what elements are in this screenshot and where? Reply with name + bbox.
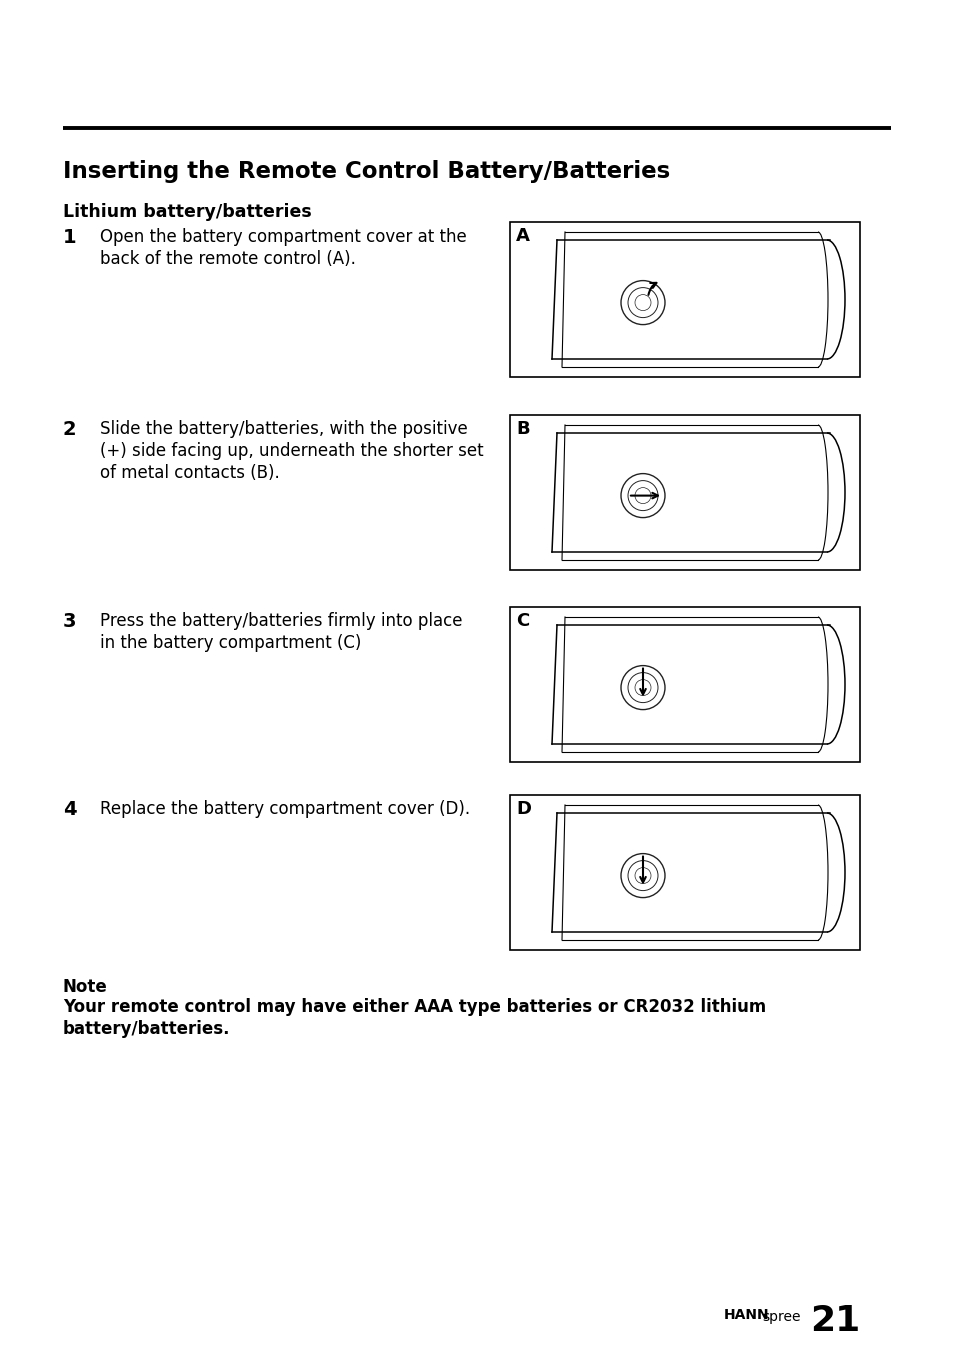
- Text: Open the battery compartment cover at the: Open the battery compartment cover at th…: [100, 228, 466, 246]
- Text: 1: 1: [63, 228, 76, 247]
- Text: Slide the battery/batteries, with the positive: Slide the battery/batteries, with the po…: [100, 420, 467, 438]
- Bar: [510, 415, 859, 571]
- Text: Note: Note: [63, 977, 108, 996]
- Bar: [510, 222, 859, 377]
- Text: Inserting the Remote Control Battery/Batteries: Inserting the Remote Control Battery/Bat…: [63, 160, 670, 183]
- Text: (+) side facing up, underneath the shorter set: (+) side facing up, underneath the short…: [100, 442, 483, 460]
- Text: back of the remote control (A).: back of the remote control (A).: [100, 250, 355, 268]
- Text: battery/batteries.: battery/batteries.: [63, 1019, 231, 1038]
- Text: 3: 3: [63, 612, 76, 631]
- Text: HANN: HANN: [723, 1307, 769, 1322]
- Text: 21: 21: [809, 1303, 860, 1338]
- Text: 2: 2: [63, 420, 76, 439]
- Bar: [510, 607, 859, 763]
- Text: A: A: [516, 227, 529, 245]
- Text: D: D: [516, 800, 531, 818]
- Text: of metal contacts (B).: of metal contacts (B).: [100, 464, 279, 483]
- Text: C: C: [516, 612, 529, 630]
- Text: in the battery compartment (C): in the battery compartment (C): [100, 634, 361, 652]
- Text: Your remote control may have either AAA type batteries or CR2032 lithium: Your remote control may have either AAA …: [63, 998, 765, 1015]
- Text: 4: 4: [63, 800, 76, 819]
- Bar: [510, 795, 859, 950]
- Text: Lithium battery/batteries: Lithium battery/batteries: [63, 203, 312, 220]
- Text: Press the battery/batteries firmly into place: Press the battery/batteries firmly into …: [100, 612, 462, 630]
- Text: B: B: [516, 420, 529, 438]
- Text: Replace the battery compartment cover (D).: Replace the battery compartment cover (D…: [100, 800, 470, 818]
- Text: spree: spree: [761, 1310, 800, 1324]
